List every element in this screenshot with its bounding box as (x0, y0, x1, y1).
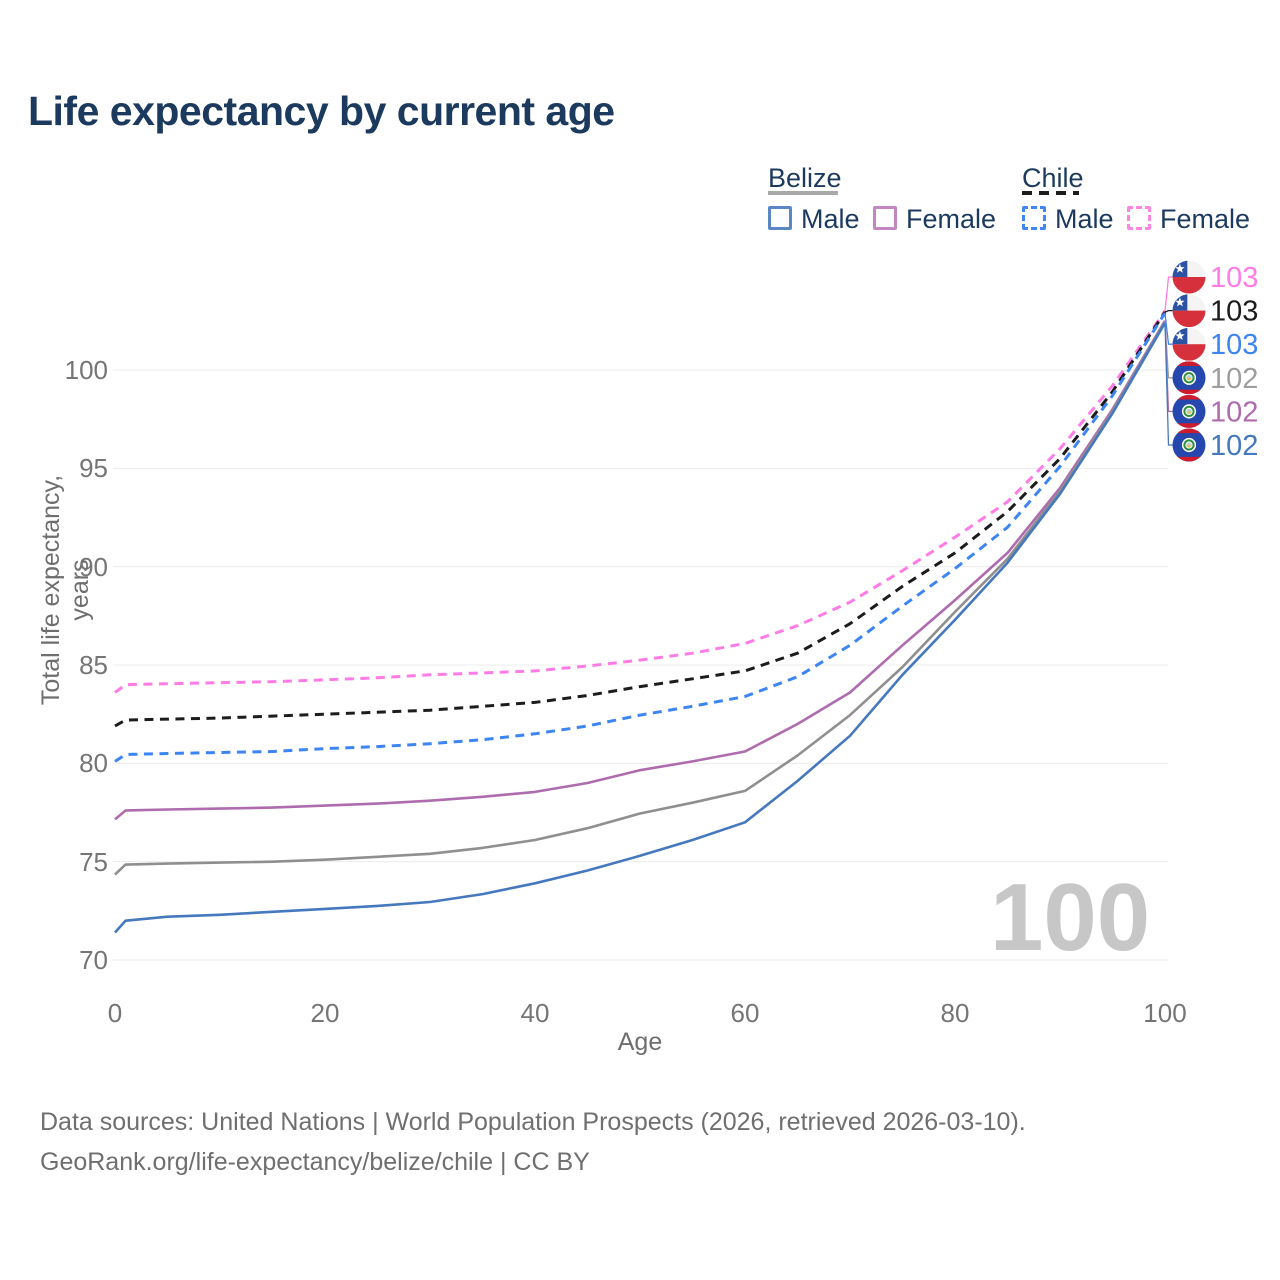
series-line-chile-female (114, 310, 1167, 694)
y-tick-label: 95 (79, 453, 108, 484)
end-label-connector (1164, 312, 1173, 345)
x-tick-label: 40 (520, 998, 550, 1028)
belize-flag-icon (1172, 361, 1206, 395)
belize-flag-icon (1172, 394, 1206, 428)
y-tick-label: 85 (79, 650, 108, 680)
y-tick-label: 80 (79, 748, 108, 779)
legend-label-belize-female[interactable]: Female (906, 204, 997, 234)
data-sources-line: Data sources: United Nations | World Pop… (40, 1108, 1026, 1136)
end-label-value: 103 (1210, 329, 1258, 361)
x-tick-label: 20 (310, 998, 340, 1028)
x-axis-title: Age (617, 1028, 663, 1056)
legend-swatch-belize-female[interactable] (873, 206, 897, 230)
legend-label-belize-male[interactable]: Male (801, 204, 860, 234)
chile-flag-icon (1172, 327, 1206, 361)
y-tick-label: 100 (64, 355, 108, 385)
belize-flag-icon (1172, 428, 1206, 462)
legend-country-chile: Chile (1022, 163, 1084, 193)
series-lines (114, 310, 1167, 934)
series-line-belize-female (114, 320, 1167, 821)
x-tick-label: 0 (107, 998, 123, 1028)
chile-flag-icon (1172, 294, 1206, 328)
chile-flag-icon (1172, 260, 1206, 294)
attribution-line: GeoRank.org/life-expectancy/belize/chile… (40, 1148, 590, 1176)
age-watermark: 100 (990, 864, 1151, 971)
end-label-connector (1164, 276, 1173, 312)
end-label-value: 103 (1210, 262, 1258, 294)
end-label-value: 102 (1210, 430, 1258, 462)
series-line-belize-male (114, 322, 1167, 934)
page-title: Life expectancy by current age (28, 88, 615, 134)
legend-swatch-chile-female[interactable] (1127, 206, 1151, 230)
y-tick-label: 90 (79, 551, 108, 582)
legend-swatch-chile-male[interactable] (1022, 206, 1046, 230)
y-tick-label: 70 (79, 945, 108, 975)
end-label-connector (1164, 309, 1173, 313)
end-label-value: 103 (1210, 296, 1258, 328)
gridlines (113, 369, 1168, 961)
legend-swatch-belize-male[interactable] (768, 206, 792, 230)
y-tick-label: 75 (79, 846, 108, 877)
end-label-connector (1164, 322, 1173, 446)
series-line-belize-both-sexes (114, 321, 1167, 876)
x-tick-label: 80 (940, 998, 970, 1028)
legend-label-chile-male[interactable]: Male (1055, 204, 1114, 234)
end-label-value: 102 (1210, 396, 1258, 428)
series-line-chile-both-sexes (114, 311, 1167, 728)
x-tick-label: 100 (1143, 998, 1187, 1028)
belize-solid-line-swatch (768, 191, 838, 195)
end-label-value: 102 (1210, 363, 1258, 395)
series-line-chile-male (114, 312, 1167, 763)
legend-country-belize: Belize (768, 163, 842, 193)
chile-dashed-line-swatch (1022, 191, 1079, 195)
x-tick-label: 60 (730, 998, 760, 1028)
legend-label-chile-female[interactable]: Female (1160, 204, 1251, 234)
